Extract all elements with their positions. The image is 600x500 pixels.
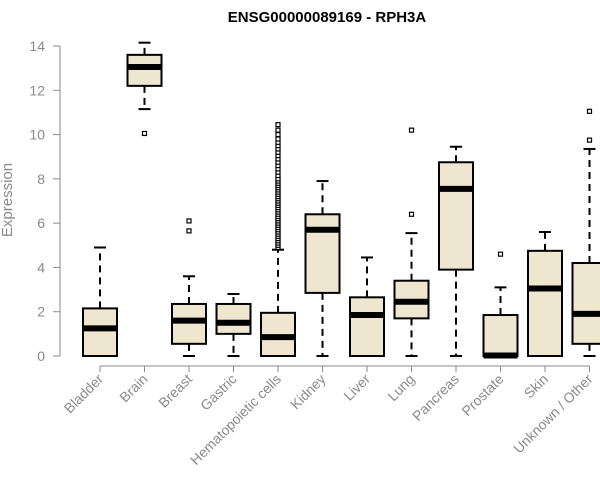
box-breast <box>171 218 207 357</box>
box-lung <box>393 127 430 357</box>
y-tick-label: 6 <box>37 215 45 231</box>
x-tick-label-prostate: Prostate <box>458 371 506 419</box>
y-tick-label: 4 <box>37 259 45 275</box>
outlier-point <box>275 122 281 128</box>
outlier-point <box>186 218 192 224</box>
outlier-point <box>275 131 281 138</box>
box-body <box>82 307 118 357</box>
box-bladder <box>82 246 118 357</box>
box-body <box>349 296 385 358</box>
boxes-group <box>82 41 600 359</box>
x-tick-label-liver: Liver <box>340 371 373 404</box>
box-body <box>304 213 341 294</box>
x-tick-label-breast: Breast <box>155 371 195 411</box>
outlier-point <box>275 136 281 142</box>
box-body <box>438 161 474 271</box>
box-hematopoietic-cells <box>260 122 296 358</box>
box-pancreas <box>438 145 474 357</box>
box-skin <box>527 231 563 357</box>
box-body <box>527 249 563 357</box>
outlier-point <box>408 127 415 133</box>
box-unknown-other <box>571 108 600 357</box>
outlier-point <box>408 211 415 217</box>
y-tick-label: 14 <box>29 38 45 54</box>
outlier-point <box>586 137 593 143</box>
box-gastric <box>215 293 252 357</box>
outlier-point <box>497 251 504 257</box>
y-axis-label: Expression <box>0 163 16 237</box>
box-body <box>482 314 519 357</box>
box-body <box>171 302 207 345</box>
x-tick-label-pancreas: Pancreas <box>409 371 462 424</box>
y-tick-label: 8 <box>37 171 45 187</box>
y-tick-label: 2 <box>37 304 45 320</box>
x-tick-label-lung: Lung <box>384 371 417 404</box>
box-body <box>571 262 600 345</box>
y-axis: 0 2 4 6 8 10 12 14 <box>29 38 61 364</box>
outlier-point <box>586 108 593 114</box>
y-tick-label: 12 <box>29 82 45 98</box>
x-tick-label-kidney: Kidney <box>287 371 329 413</box>
box-liver <box>349 256 385 358</box>
box-brain <box>126 41 163 137</box>
x-tick-label-brain: Brain <box>116 371 150 405</box>
outlier-point <box>275 127 281 133</box>
x-tick-label-unknown-other: Unknown / Other <box>510 371 596 457</box>
box-body <box>215 302 252 335</box>
y-tick-label: 10 <box>29 127 45 143</box>
box-body <box>126 53 163 87</box>
x-tick-label-skin: Skin <box>521 371 552 402</box>
outlier-point <box>186 228 192 234</box>
y-tick-label: 0 <box>37 348 45 364</box>
x-tick-label-gastric: Gastric <box>197 371 240 414</box>
box-kidney <box>304 180 341 357</box>
outlier-point <box>141 130 148 137</box>
x-tick-label-bladder: Bladder <box>61 371 107 417</box>
chart-title: ENSG00000089169 - RPH3A <box>228 9 427 26</box>
box-prostate <box>482 251 519 359</box>
